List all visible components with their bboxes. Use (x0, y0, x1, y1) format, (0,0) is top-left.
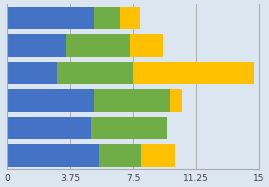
Bar (141, 144, 175, 166)
Bar (66, 34, 130, 57)
Bar (91, 117, 167, 139)
Bar (120, 7, 140, 29)
Bar (133, 62, 254, 84)
Bar (7, 89, 94, 112)
Bar (7, 7, 94, 29)
Bar (94, 89, 170, 112)
Bar (100, 144, 141, 166)
Bar (7, 144, 100, 166)
Bar (7, 62, 58, 84)
Bar (7, 117, 91, 139)
Bar (130, 34, 163, 57)
Bar (94, 7, 120, 29)
Bar (58, 62, 133, 84)
Bar (170, 89, 182, 112)
Bar (7, 34, 66, 57)
